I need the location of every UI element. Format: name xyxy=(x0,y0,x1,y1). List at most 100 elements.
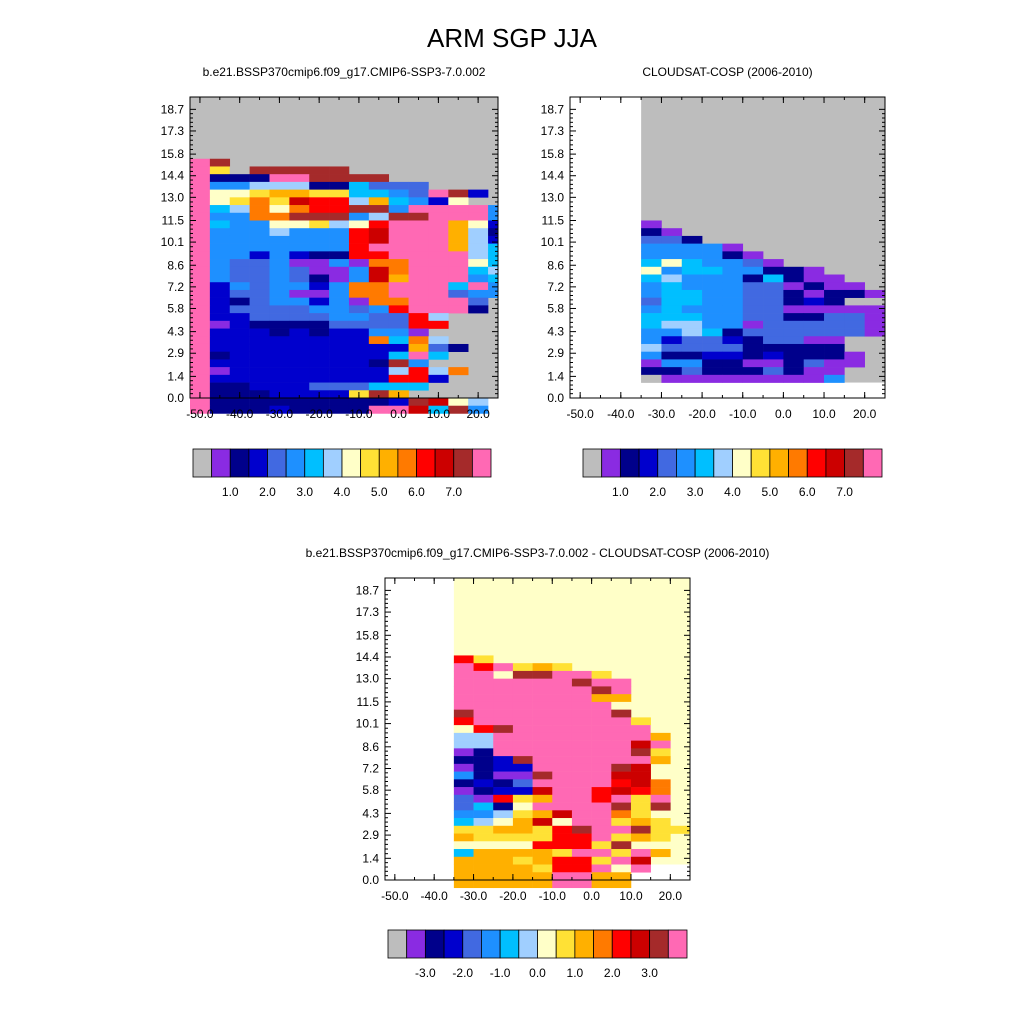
heatmap-cell xyxy=(493,787,514,796)
heatmap-cell xyxy=(783,289,805,298)
heatmap-cell xyxy=(249,166,270,175)
heatmap-cell xyxy=(661,259,683,268)
heatmap-cell xyxy=(512,670,533,679)
heatmap-cell xyxy=(348,359,370,368)
heatmap-cell xyxy=(428,343,449,352)
heatmap-cell xyxy=(864,289,886,298)
heatmap-cell xyxy=(428,228,449,237)
heatmap-cell xyxy=(329,174,350,183)
heatmap-cell xyxy=(453,849,474,858)
heatmap-cell xyxy=(329,398,350,407)
y-tick-label: 13.0 xyxy=(541,190,565,204)
heatmap-cell xyxy=(289,313,310,322)
heatmap-cell xyxy=(702,266,723,275)
heatmap-cell xyxy=(388,235,409,244)
heatmap-cell xyxy=(348,313,370,322)
x-tick-label: 0.0 xyxy=(583,889,600,903)
heatmap-cell xyxy=(368,274,390,283)
heatmap-cell xyxy=(512,763,533,772)
heatmap-cell xyxy=(571,849,592,858)
heatmap-cell xyxy=(190,166,211,175)
heatmap-cell xyxy=(641,320,662,329)
heatmap-cell xyxy=(473,841,494,850)
heatmap-cell xyxy=(661,367,683,376)
y-tick-label: 17.3 xyxy=(541,124,565,138)
heatmap-cell xyxy=(591,864,612,873)
x-tick-label: -20.0 xyxy=(499,889,527,903)
heatmap-cell xyxy=(641,305,662,314)
heatmap-cell xyxy=(630,717,651,726)
heatmap-cell xyxy=(468,274,489,283)
heatmap-cell xyxy=(630,787,651,796)
heatmap-cell xyxy=(722,374,744,383)
heatmap-cell xyxy=(844,359,865,368)
heatmap-cell xyxy=(388,205,409,214)
colorbar-difference: -3.0 -2.0 -1.0 0.0 1.0 2.0 3.0 xyxy=(387,929,688,980)
heatmap-cell xyxy=(453,717,474,726)
heatmap-cell xyxy=(532,678,553,687)
heatmap-cell xyxy=(512,732,533,741)
x-tick-label: 20.0 xyxy=(466,407,490,421)
heatmap-cell xyxy=(611,756,632,765)
heatmap-cell xyxy=(388,336,409,345)
heatmap-cell xyxy=(249,328,270,337)
heatmap-cell xyxy=(269,197,290,206)
heatmap-cell xyxy=(453,686,474,695)
heatmap-cell xyxy=(468,398,489,407)
heatmap-cell xyxy=(453,880,474,889)
heatmap-cell xyxy=(209,336,231,345)
heatmap-cell xyxy=(630,779,651,788)
heatmap-cell xyxy=(368,336,390,345)
heatmap-cell xyxy=(611,725,632,734)
heatmap-cell xyxy=(368,320,390,329)
heatmap-cell xyxy=(702,343,723,352)
heatmap-cell xyxy=(591,686,612,695)
heatmap-cell xyxy=(229,297,250,306)
heatmap-cell xyxy=(512,849,533,858)
heatmap-cell xyxy=(448,405,469,414)
colorbar-box xyxy=(406,929,426,959)
x-tick-label: -30.0 xyxy=(266,407,294,421)
colorbar-box xyxy=(267,448,287,478)
heatmap-cell xyxy=(249,374,270,383)
heatmap-cell xyxy=(428,212,449,221)
heatmap-cell xyxy=(844,320,865,329)
heatmap-cell xyxy=(249,220,270,229)
heatmap-cell xyxy=(229,282,250,291)
colorbar-label: 1.0 xyxy=(567,966,584,980)
heatmap-cell xyxy=(289,367,310,376)
heatmap-cell xyxy=(428,367,449,376)
heatmap-cell xyxy=(864,305,886,314)
heatmap-cell xyxy=(448,282,469,291)
heatmap-cell xyxy=(428,289,449,298)
heatmap-cell xyxy=(532,756,553,765)
heatmap-cell xyxy=(468,305,489,314)
heatmap-cell xyxy=(722,359,744,368)
x-tick-label: -40.0 xyxy=(607,407,635,421)
heatmap-cell xyxy=(661,235,683,244)
heatmap-cell xyxy=(229,220,250,229)
heatmap-cell xyxy=(722,266,744,275)
heatmap-cell xyxy=(532,818,553,827)
heatmap-cell xyxy=(190,336,211,345)
heatmap-cell xyxy=(209,398,231,407)
heatmap-cell xyxy=(611,787,632,796)
heatmap-cell xyxy=(448,235,469,244)
heatmap-cell xyxy=(591,771,612,780)
heatmap-cell xyxy=(269,282,290,291)
heatmap-cell xyxy=(408,259,429,268)
heatmap-cell xyxy=(611,717,632,726)
heatmap-cell xyxy=(512,748,533,757)
heatmap-cell xyxy=(289,181,310,190)
heatmap-cell xyxy=(348,266,370,275)
heatmap-cell xyxy=(493,709,514,718)
heatmap-cell xyxy=(309,374,330,383)
y-tick-label: 4.3 xyxy=(547,325,564,339)
heatmap-cell xyxy=(493,779,514,788)
heatmap-cell xyxy=(650,756,671,765)
heatmap-cell xyxy=(408,359,429,368)
heatmap-cell xyxy=(190,282,211,291)
heatmap-cell xyxy=(512,717,533,726)
heatmap-cell xyxy=(824,274,845,283)
heatmap-cell xyxy=(309,212,330,221)
